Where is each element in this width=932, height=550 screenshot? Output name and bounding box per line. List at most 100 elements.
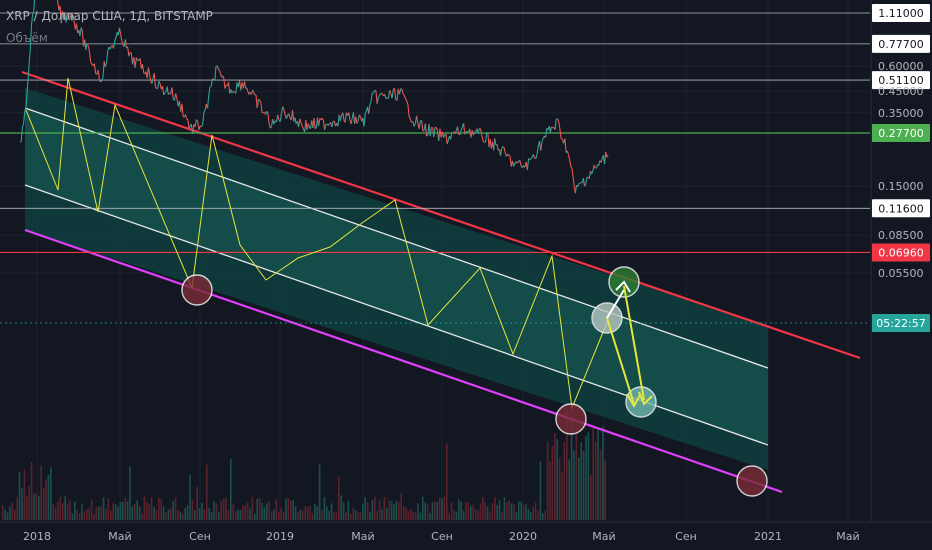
price-segment xyxy=(25,91,28,108)
volume-bar xyxy=(227,509,230,520)
volume-bar xyxy=(158,497,160,520)
price-segment xyxy=(408,116,411,120)
volume-bar xyxy=(114,504,117,520)
volume-bar xyxy=(167,509,170,520)
volume-bar xyxy=(81,504,83,520)
price-segment xyxy=(406,101,409,106)
volume-bar xyxy=(18,472,21,520)
symbol-title: XRP / Доллар США, 1Д, BITSTAMP xyxy=(6,9,213,23)
price-segment xyxy=(445,134,448,145)
volume-bar xyxy=(460,501,462,520)
volume-bar xyxy=(234,511,237,520)
volume-bar xyxy=(220,500,222,520)
volume-bar xyxy=(210,511,213,520)
volume-bar xyxy=(78,513,81,520)
price-segment xyxy=(266,110,269,114)
price-segment xyxy=(253,92,256,96)
x-tick-label: Май xyxy=(592,530,615,543)
price-segment xyxy=(298,118,301,127)
level-badge xyxy=(872,3,930,22)
volume-bar xyxy=(182,513,184,520)
price-segment xyxy=(508,154,511,157)
volume-bar xyxy=(520,501,522,520)
price-segment xyxy=(532,154,536,159)
forecast-arrow-down-1 xyxy=(606,317,635,405)
volume-bar xyxy=(74,501,76,520)
volume-bar xyxy=(4,509,6,520)
volume-bar xyxy=(208,507,210,520)
volume-bar xyxy=(186,505,189,520)
x-tick-label: 2021 xyxy=(754,530,782,543)
volume-bar xyxy=(542,513,544,520)
price-segment xyxy=(307,123,310,128)
price-segment xyxy=(364,111,367,114)
volume-bar xyxy=(266,503,268,520)
channel-fill-mid xyxy=(25,108,768,445)
price-segment xyxy=(494,138,497,146)
price-segment xyxy=(441,131,445,138)
price-segment xyxy=(606,154,609,158)
price-segment xyxy=(227,82,231,94)
price-segment xyxy=(148,73,152,81)
volume-bar xyxy=(206,464,208,520)
price-segment xyxy=(564,138,567,153)
volume-bar xyxy=(47,474,50,520)
price-segment xyxy=(128,52,131,57)
forecast-arrow-up-head xyxy=(615,280,631,293)
price-segment xyxy=(301,126,304,130)
volume-bar xyxy=(239,510,242,520)
volume-bar xyxy=(345,512,347,520)
price-segment xyxy=(450,132,453,140)
price-segment xyxy=(322,120,326,130)
price-segment xyxy=(210,78,213,87)
volume-bar xyxy=(194,510,196,520)
volume-bar xyxy=(323,497,326,520)
volume-bar xyxy=(582,450,585,520)
volume-bar xyxy=(563,441,566,520)
forecast-arrow-down-2 xyxy=(623,285,645,401)
volume-bar xyxy=(362,503,364,520)
volume-bar xyxy=(549,461,551,520)
volume-bar xyxy=(83,511,86,520)
price-segment xyxy=(344,112,347,123)
volume-bar xyxy=(443,496,446,520)
volume-bar xyxy=(306,506,309,520)
price-segment xyxy=(285,114,289,119)
price-segment xyxy=(339,115,343,122)
y-axis[interactable]: 1.800001.400000.600000.450000.350000.150… xyxy=(870,0,924,522)
price-segment xyxy=(104,62,108,67)
price-segment xyxy=(232,90,235,93)
price-segment xyxy=(324,124,327,130)
price-segment xyxy=(516,161,520,164)
volume-bar xyxy=(69,499,71,520)
volume-bar xyxy=(448,512,450,520)
volume-bar xyxy=(491,503,494,520)
volume-bar xyxy=(150,496,153,520)
volume-bar xyxy=(342,502,345,520)
price-segment xyxy=(164,91,167,94)
volume-bar xyxy=(366,502,369,520)
volume-bar xyxy=(179,511,182,520)
volume-bar xyxy=(484,502,486,520)
volume-bar xyxy=(359,512,362,520)
volume-bar xyxy=(414,512,417,520)
price-segment xyxy=(387,90,391,99)
volume-bar xyxy=(350,513,352,520)
price-segment xyxy=(267,113,270,125)
volume-bar xyxy=(40,465,42,520)
volume-bar xyxy=(474,508,477,520)
x-axis[interactable]: 2018 Май Сен 2019 Май Сен 2020 Май Сен 2021 Май xyxy=(0,521,932,543)
price-segment xyxy=(519,160,522,166)
price-segment xyxy=(231,90,234,94)
volume-bar xyxy=(270,511,273,520)
price-segment xyxy=(243,81,247,89)
volume-bar xyxy=(374,496,376,520)
price-segment xyxy=(141,64,145,73)
forecast-arrow-up xyxy=(606,289,625,319)
price-segment xyxy=(380,92,383,94)
price-segment xyxy=(214,66,217,81)
price-segment xyxy=(566,150,570,155)
price-segment xyxy=(235,82,238,94)
volume-bar xyxy=(254,513,256,520)
